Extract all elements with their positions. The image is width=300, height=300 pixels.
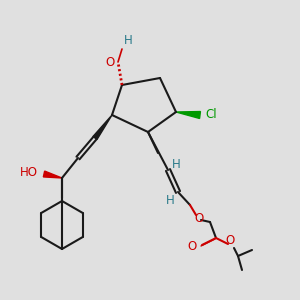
Polygon shape (93, 115, 112, 140)
Text: O: O (194, 212, 204, 224)
Text: HO: HO (20, 167, 38, 179)
Text: Cl: Cl (205, 109, 217, 122)
Text: H: H (124, 34, 133, 47)
Text: H: H (166, 194, 174, 206)
Text: O: O (188, 241, 197, 254)
Text: O: O (106, 56, 115, 68)
Text: O: O (225, 235, 235, 248)
Polygon shape (43, 171, 62, 178)
Polygon shape (176, 112, 200, 118)
Text: H: H (172, 158, 180, 172)
